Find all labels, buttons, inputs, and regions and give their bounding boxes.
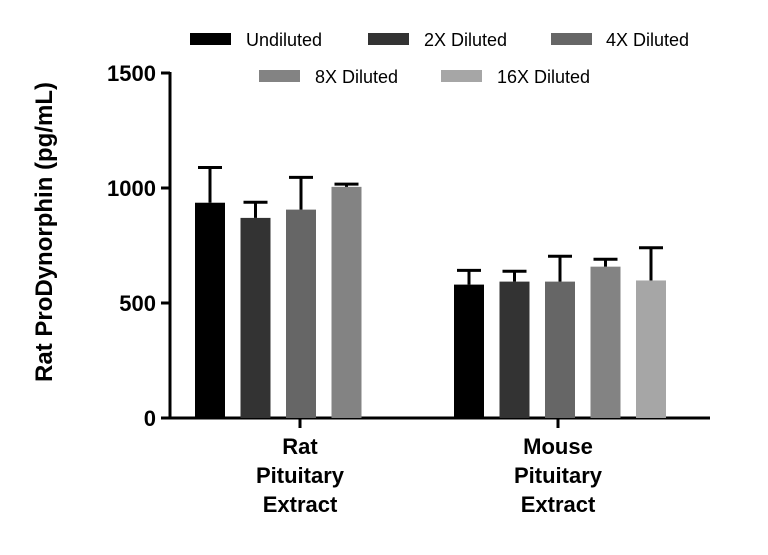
legend-label-2x-diluted: 2X Diluted <box>424 30 507 50</box>
category-label-line-extract: Extract <box>521 492 596 517</box>
legend-item-undiluted: Undiluted <box>190 30 322 50</box>
legend-item-16x-diluted: 16X Diluted <box>441 67 590 87</box>
bar-undiluted-mouse-pituitary-extract <box>454 284 484 418</box>
legend-label-16x-diluted: 16X Diluted <box>497 67 590 87</box>
bar-undiluted-rat-pituitary-extract <box>195 202 225 418</box>
y-tick-label-1500: 1500 <box>107 61 156 86</box>
y-axis-title: Rat ProDynorphin (pg/mL) <box>31 82 58 382</box>
legend-label-8x-diluted: 8X Diluted <box>315 67 398 87</box>
bar-4x-diluted-mouse-pituitary-extract <box>545 281 575 418</box>
legend-item-8x-diluted: 8X Diluted <box>259 67 398 87</box>
legend: Undiluted 2X Diluted 4X Diluted 8X Diluted 1… <box>190 30 689 87</box>
bar-2x-diluted-rat-pituitary-extract <box>240 217 271 418</box>
bar-16x-diluted-mouse-pituitary-extract <box>636 280 666 418</box>
legend-label-undiluted: Undiluted <box>246 30 322 50</box>
category-label-rat-pituitary-extract: Rat Pituitary Extract <box>256 434 345 517</box>
bar-2x-diluted-mouse-pituitary-extract <box>499 281 530 418</box>
category-label-mouse-pituitary-extract: Mouse Pituitary Extract <box>514 434 603 517</box>
y-tick-label-500: 500 <box>119 291 156 316</box>
bars <box>195 186 666 418</box>
legend-swatch-undiluted <box>190 33 231 45</box>
bar-4x-diluted-rat-pituitary-extract <box>286 209 316 418</box>
y-tick-label-0: 0 <box>144 406 156 431</box>
axis-labels: Rat ProDynorphin (pg/mL) Rat Pituitary Extr… <box>31 82 603 517</box>
category-label-line-pituitary: Pituitary <box>256 463 345 488</box>
legend-swatch-2x-diluted <box>368 33 409 45</box>
legend-swatch-16x-diluted <box>441 70 482 82</box>
y-tick-label-1000: 1000 <box>107 176 156 201</box>
error-bars <box>198 166 663 285</box>
bar-8x-diluted-mouse-pituitary-extract <box>590 266 621 418</box>
legend-label-4x-diluted: 4X Diluted <box>606 30 689 50</box>
legend-swatch-4x-diluted <box>551 33 592 45</box>
category-label-line-mouse: Mouse <box>523 434 593 459</box>
legend-swatch-8x-diluted <box>259 70 300 82</box>
category-label-line-pituitary: Pituitary <box>514 463 603 488</box>
bar-8x-diluted-rat-pituitary-extract <box>331 186 362 418</box>
legend-item-4x-diluted: 4X Diluted <box>551 30 689 50</box>
category-label-line-rat: Rat <box>282 434 318 459</box>
legend-item-2x-diluted: 2X Diluted <box>368 30 507 50</box>
category-label-line-extract: Extract <box>263 492 338 517</box>
